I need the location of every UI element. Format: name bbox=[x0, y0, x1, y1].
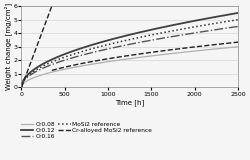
Y-axis label: Weight change [mg/cm²]: Weight change [mg/cm²] bbox=[4, 3, 12, 90]
Legend: Cr0.08, Cr0.12, Cr0.16, MoSi2 reference, Cr-alloyed MoSi2 reference: Cr0.08, Cr0.12, Cr0.16, MoSi2 reference,… bbox=[20, 121, 153, 140]
X-axis label: Time [h]: Time [h] bbox=[115, 99, 144, 106]
